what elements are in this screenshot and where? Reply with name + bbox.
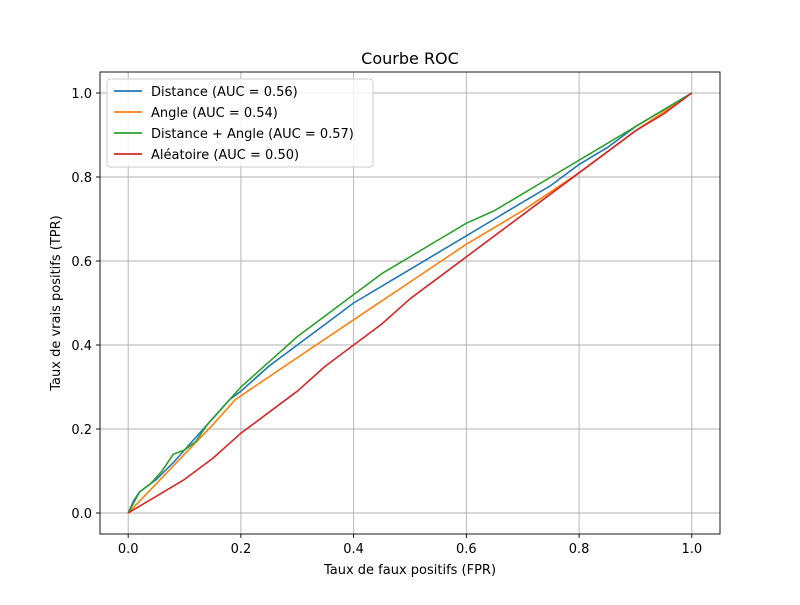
y-axis-label: Taux de vrais positifs (TPR)	[49, 215, 64, 391]
x-tick-label: 0.0	[118, 542, 139, 557]
roc-series-line	[127, 92, 693, 514]
chart-title: Courbe ROC	[361, 49, 459, 68]
legend-entry-label: Aléatoire (AUC = 0.50)	[151, 148, 299, 163]
legend-entry-label: Angle (AUC = 0.54)	[151, 106, 278, 121]
roc-series-line	[127, 92, 693, 514]
series-lines	[127, 92, 693, 514]
x-tick-label: 0.2	[231, 542, 252, 557]
x-tick-label: 1.0	[681, 542, 702, 557]
y-tick-label: 0.8	[71, 171, 92, 186]
plot-frame	[99, 71, 721, 535]
legend-box	[106, 78, 374, 168]
y-axis-ticks: 0.0 0.2 0.4 0.6 0.8 1.0	[71, 87, 100, 522]
x-axis-label: Taux de faux positifs (FPR)	[323, 563, 496, 578]
x-tick-label: 0.4	[343, 542, 364, 557]
x-tick-label: 0.8	[569, 542, 590, 557]
legend-entry-label: Distance (AUC = 0.56)	[151, 85, 298, 100]
y-tick-label: 0.4	[71, 339, 92, 354]
x-axis-ticks: 0.0 0.2 0.4 0.6 0.8 1.0	[118, 534, 702, 557]
legend: Distance (AUC = 0.56) Angle (AUC = 0.54) D…	[106, 78, 374, 168]
y-tick-label: 0.6	[71, 255, 92, 270]
x-tick-label: 0.6	[456, 542, 477, 557]
y-tick-label: 1.0	[71, 87, 92, 102]
y-tick-label: 0.2	[71, 423, 92, 438]
legend-entry-label: Distance + Angle (AUC = 0.57)	[151, 127, 354, 142]
roc-series-line	[127, 92, 693, 514]
y-tick-label: 0.0	[71, 507, 92, 522]
